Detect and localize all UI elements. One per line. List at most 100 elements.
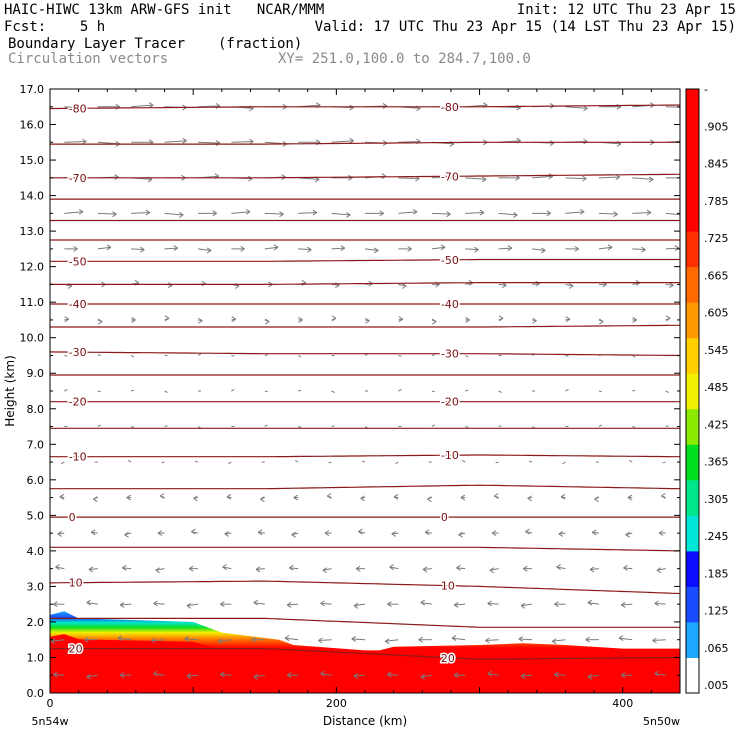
colorbar-label: .905 bbox=[704, 120, 729, 133]
isotherm-label: -40 bbox=[69, 298, 87, 311]
wind-vector bbox=[93, 496, 98, 503]
wind-vector bbox=[364, 247, 379, 254]
wind-vector bbox=[384, 638, 399, 645]
wind-vector bbox=[618, 635, 633, 642]
wind-vector bbox=[665, 106, 680, 108]
isotherm-label: 10 bbox=[69, 577, 83, 590]
wind-vector bbox=[487, 670, 499, 677]
wind-vector bbox=[298, 426, 302, 428]
wind-vector bbox=[131, 102, 154, 109]
wind-vector bbox=[197, 317, 203, 324]
colorbar-segment bbox=[686, 266, 699, 303]
wind-vector bbox=[64, 245, 78, 252]
wind-vector bbox=[157, 530, 165, 537]
wind-vector bbox=[465, 426, 469, 428]
colorbar-label: .545 bbox=[704, 344, 729, 357]
colorbar-label: .725 bbox=[704, 232, 729, 245]
wind-vector bbox=[231, 138, 254, 145]
wind-vector bbox=[632, 176, 654, 183]
y-axis-title: Height (km) bbox=[3, 355, 17, 426]
wind-vector bbox=[184, 635, 198, 642]
wind-vector bbox=[220, 671, 232, 678]
colorbar-segment bbox=[686, 337, 699, 374]
wind-vector bbox=[231, 208, 251, 215]
colorbar-label: .365 bbox=[704, 456, 729, 469]
wind-vector bbox=[598, 424, 603, 427]
wind-vector bbox=[520, 673, 533, 679]
x-tick-label: 200 bbox=[326, 697, 347, 710]
wind-vector bbox=[264, 174, 286, 180]
wind-vector bbox=[55, 564, 65, 570]
wind-vector bbox=[451, 635, 466, 642]
wind-vector bbox=[231, 388, 235, 392]
wind-vector bbox=[522, 565, 533, 572]
wind-vector bbox=[491, 530, 499, 537]
wind-vector bbox=[556, 564, 566, 570]
wind-vector bbox=[197, 353, 202, 356]
wind-vector bbox=[191, 528, 199, 535]
chart-title-left: HAIC-HIWC 13km ARW-GFS init NCAR/MMM bbox=[4, 2, 325, 18]
wind-vector bbox=[598, 211, 618, 218]
isotherm-line bbox=[50, 617, 680, 628]
wind-vector bbox=[97, 244, 112, 251]
wind-vector bbox=[387, 671, 399, 678]
wind-vector bbox=[97, 211, 117, 218]
wind-vector bbox=[531, 247, 546, 254]
wind-vector bbox=[331, 137, 354, 144]
wind-vector bbox=[126, 494, 132, 501]
wind-vector bbox=[532, 173, 554, 180]
wind-vector bbox=[64, 388, 68, 392]
wind-vector bbox=[587, 673, 599, 680]
wind-vector bbox=[293, 494, 299, 501]
isotherm-label: -20 bbox=[441, 396, 459, 409]
wind-vector bbox=[598, 318, 604, 325]
wind-vector bbox=[197, 280, 206, 287]
y-tick-label: 8.0 bbox=[27, 403, 45, 416]
wind-vector bbox=[364, 173, 387, 180]
wind-vector bbox=[398, 208, 418, 215]
wind-vector bbox=[153, 670, 165, 677]
wind-vector bbox=[487, 600, 499, 607]
wind-vector bbox=[331, 174, 353, 181]
y-tick-label: 2.0 bbox=[27, 616, 45, 629]
wind-vector bbox=[591, 529, 599, 536]
wind-vector bbox=[665, 390, 669, 394]
wind-vector bbox=[322, 567, 332, 574]
wind-vector bbox=[355, 565, 365, 572]
wind-vector bbox=[331, 245, 346, 252]
colorbar-segment bbox=[686, 408, 699, 445]
wind-vector bbox=[320, 600, 332, 607]
wind-vector bbox=[231, 175, 253, 182]
wind-vector bbox=[398, 245, 412, 252]
wind-vector bbox=[656, 567, 666, 574]
wind-vector bbox=[153, 600, 165, 607]
wind-vector bbox=[257, 529, 265, 536]
wind-vector bbox=[231, 316, 237, 323]
wind-vector bbox=[531, 280, 541, 287]
wind-vector bbox=[498, 390, 502, 394]
wind-vector bbox=[431, 318, 437, 325]
wind-vector bbox=[527, 495, 533, 502]
wind-vector bbox=[193, 495, 199, 502]
y-tick-label: 15.0 bbox=[20, 154, 45, 167]
wind-vector bbox=[489, 567, 499, 574]
wind-vector bbox=[661, 493, 666, 499]
wind-vector bbox=[164, 315, 170, 322]
y-tick-label: 0.0 bbox=[27, 687, 45, 700]
isotherm-label: 0 bbox=[69, 511, 76, 524]
isotherm-line bbox=[50, 104, 680, 110]
colorbar-segment bbox=[686, 124, 699, 161]
wind-vector bbox=[665, 212, 680, 216]
wind-vector bbox=[658, 530, 666, 537]
y-tick-label: 12.0 bbox=[20, 261, 45, 274]
wind-vector bbox=[53, 671, 65, 678]
isotherm-label: -20 bbox=[69, 396, 87, 409]
wind-vector bbox=[654, 600, 666, 607]
wind-vector bbox=[398, 316, 404, 323]
wind-vector bbox=[326, 493, 332, 499]
wind-vector bbox=[585, 636, 599, 643]
wind-vector bbox=[61, 461, 65, 465]
wind-vector bbox=[224, 530, 232, 537]
wind-vector bbox=[632, 355, 636, 358]
wind-vector bbox=[131, 426, 135, 428]
